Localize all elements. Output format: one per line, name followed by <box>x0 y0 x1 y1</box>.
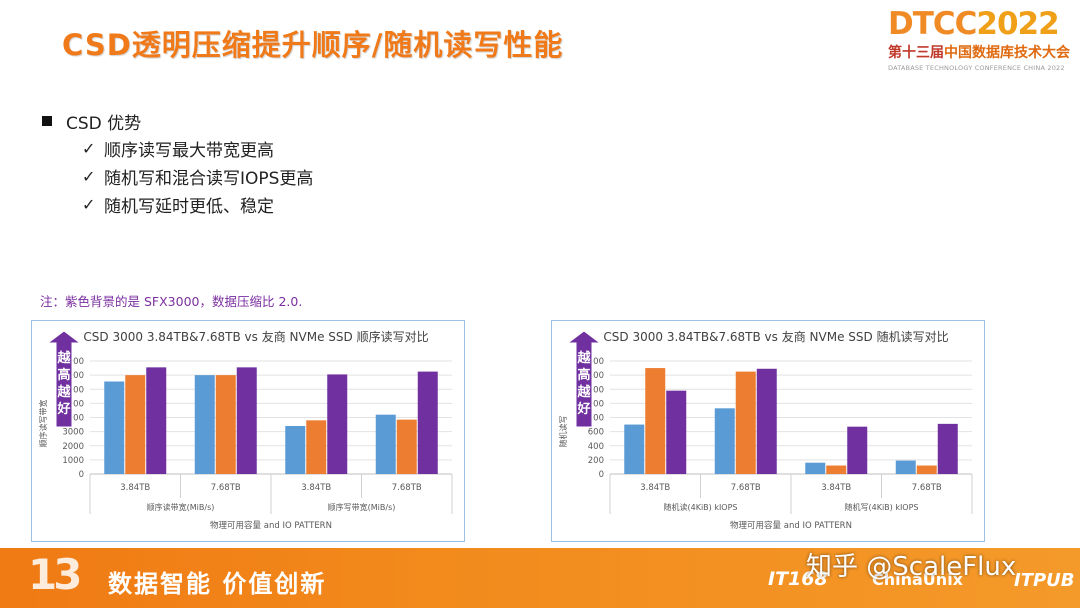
arrow-up-icon <box>46 330 82 428</box>
y-tick-label: 1000 <box>582 399 604 409</box>
sponsor-chinaunix: ChinaUnix <box>872 570 963 589</box>
badge-char: 好 <box>576 401 590 417</box>
bar <box>396 419 417 474</box>
x-group-label: 顺序写带宽(MiB/s) <box>328 502 396 512</box>
y-tick-label: 5000 <box>62 399 84 409</box>
random-chart-svg: CSD 3000 3.84TB&7.68TB vs 友商 NVMe SSD 随机… <box>558 329 973 531</box>
x-tick-label: 3.84TB <box>640 483 670 493</box>
check-icon: ✓ <box>82 194 96 214</box>
bar <box>146 367 167 474</box>
slide-title: CSD透明压缩提升顺序/随机读写性能 <box>62 28 564 62</box>
y-tick-label: 800 <box>588 414 604 424</box>
chart-title: CSD 3000 3.84TB&7.68TB vs 友商 NVMe SSD 随机… <box>603 329 948 344</box>
y-tick-label: 0 <box>599 470 604 480</box>
badge-char: 高 <box>577 367 590 383</box>
bar <box>916 465 937 474</box>
x-group-label: 随机写(4KiB) kIOPS <box>844 502 918 512</box>
sequential-chart: CSD 3000 3.84TB&7.68TB vs 友商 NVMe SSD 顺序… <box>31 320 465 542</box>
bar <box>417 371 438 474</box>
bar <box>624 424 645 474</box>
x-tick-label: 7.68TB <box>731 483 761 493</box>
watermark: 知乎 @ScaleFlux <box>806 552 1017 582</box>
check-icon: ✓ <box>82 166 96 186</box>
bar <box>735 371 756 474</box>
bar <box>645 368 666 474</box>
bar <box>895 460 916 474</box>
y-tick-label: 200 <box>588 456 604 466</box>
logo-cn-name: 中国数据库技术大会 <box>944 45 1070 61</box>
bar <box>327 374 348 474</box>
bar <box>847 426 868 474</box>
badge-char: 好 <box>56 401 70 417</box>
logo-en: DATABASE TECHNOLOGY CONFERENCE CHINA 202… <box>888 64 1065 72</box>
bar <box>104 381 125 474</box>
bar <box>937 423 958 474</box>
y-tick-label: 1200 <box>582 385 604 395</box>
bar <box>805 462 826 474</box>
x-axis-title: 物理可用容量 and IO PATTERN <box>210 520 332 531</box>
bullet-main: CSD 优势 <box>66 113 142 134</box>
bar <box>666 390 687 474</box>
sequential-chart-svg: CSD 3000 3.84TB&7.68TB vs 友商 NVMe SSD 顺序… <box>38 329 453 531</box>
x-tick-label: 7.68TB <box>912 483 942 493</box>
bar <box>236 367 257 474</box>
y-tick-label: 2000 <box>62 442 84 452</box>
y-tick-label: 600 <box>588 428 604 438</box>
footer-bar: 13 数据智能 价值创新 IT168 ChinaUnix ITPUB <box>0 548 1080 608</box>
bullet-list: CSD 优势 ✓ 顺序读写最大带宽更高 ✓ 随机写和混合读写IOPS更高 ✓ 随机写延… <box>42 108 313 218</box>
square-bullet-icon <box>42 116 52 126</box>
badge-char: 越 <box>576 384 591 400</box>
sponsor-itpub: ITPUB <box>1014 570 1075 591</box>
y-tick-label: 8000 <box>62 357 84 367</box>
x-tick-label: 7.68TB <box>392 483 422 493</box>
y-tick-label: 400 <box>588 442 604 452</box>
x-group-label: 顺序读带宽(MiB/s) <box>147 502 215 512</box>
y-tick-label: 7000 <box>62 371 84 381</box>
y-tick-label: 6000 <box>62 385 84 395</box>
badge-char: 高 <box>57 367 70 383</box>
bar <box>826 465 847 474</box>
x-tick-label: 7.68TB <box>211 483 241 493</box>
x-group-label: 随机读(4KiB) kIOPS <box>663 502 737 512</box>
bullet-sub-2: 随机写和混合读写IOPS更高 <box>104 168 314 189</box>
chart-note: 注：紫色背景的是 SFX3000，数据压缩比 2.0. <box>40 294 303 309</box>
footer-slogan: 数据智能 价值创新 <box>108 570 327 598</box>
bar <box>714 408 735 474</box>
bar <box>194 375 215 474</box>
y-tick-label: 4000 <box>62 414 84 424</box>
random-chart: CSD 3000 3.84TB&7.68TB vs 友商 NVMe SSD 随机… <box>551 320 985 542</box>
bar <box>756 368 777 474</box>
logo-dtcc: DTCC <box>888 6 977 42</box>
x-tick-label: 3.84TB <box>120 483 150 493</box>
bullet-sub-3: 随机写延时更低、稳定 <box>104 196 274 217</box>
bar <box>125 375 146 474</box>
bar <box>306 420 327 474</box>
bar <box>375 414 396 474</box>
footer-13: 13 <box>28 550 82 599</box>
x-tick-label: 3.84TB <box>821 483 851 493</box>
y-tick-label: 0 <box>79 470 84 480</box>
y-axis-label: 随机读写 <box>558 416 568 448</box>
y-tick-label: 1400 <box>582 371 604 381</box>
badge-char: 越 <box>56 350 71 366</box>
chart-title: CSD 3000 3.84TB&7.68TB vs 友商 NVMe SSD 顺序… <box>83 329 428 344</box>
dtcc-logo: DTCC2022 第十三届中国数据库技术大会 DATABASE TECHNOLO… <box>888 8 1076 78</box>
sponsor-it168: IT168 <box>768 568 828 590</box>
bar <box>285 425 306 474</box>
logo-cn-edition: 第十三届 <box>888 45 944 61</box>
y-tick-label: 3000 <box>62 428 84 438</box>
bullet-sub-1: 顺序读写最大带宽更高 <box>104 140 274 161</box>
x-axis-title: 物理可用容量 and IO PATTERN <box>730 520 852 531</box>
arrow-up-icon <box>566 330 602 428</box>
badge-char: 越 <box>56 384 71 400</box>
x-tick-label: 3.84TB <box>301 483 331 493</box>
y-tick-label: 1600 <box>582 357 604 367</box>
logo-year: 2022 <box>976 6 1059 42</box>
bar <box>215 375 236 474</box>
badge-char: 越 <box>576 350 591 366</box>
check-icon: ✓ <box>82 138 96 158</box>
y-axis-label: 顺序读写带宽 <box>38 400 48 448</box>
y-tick-label: 1000 <box>62 456 84 466</box>
